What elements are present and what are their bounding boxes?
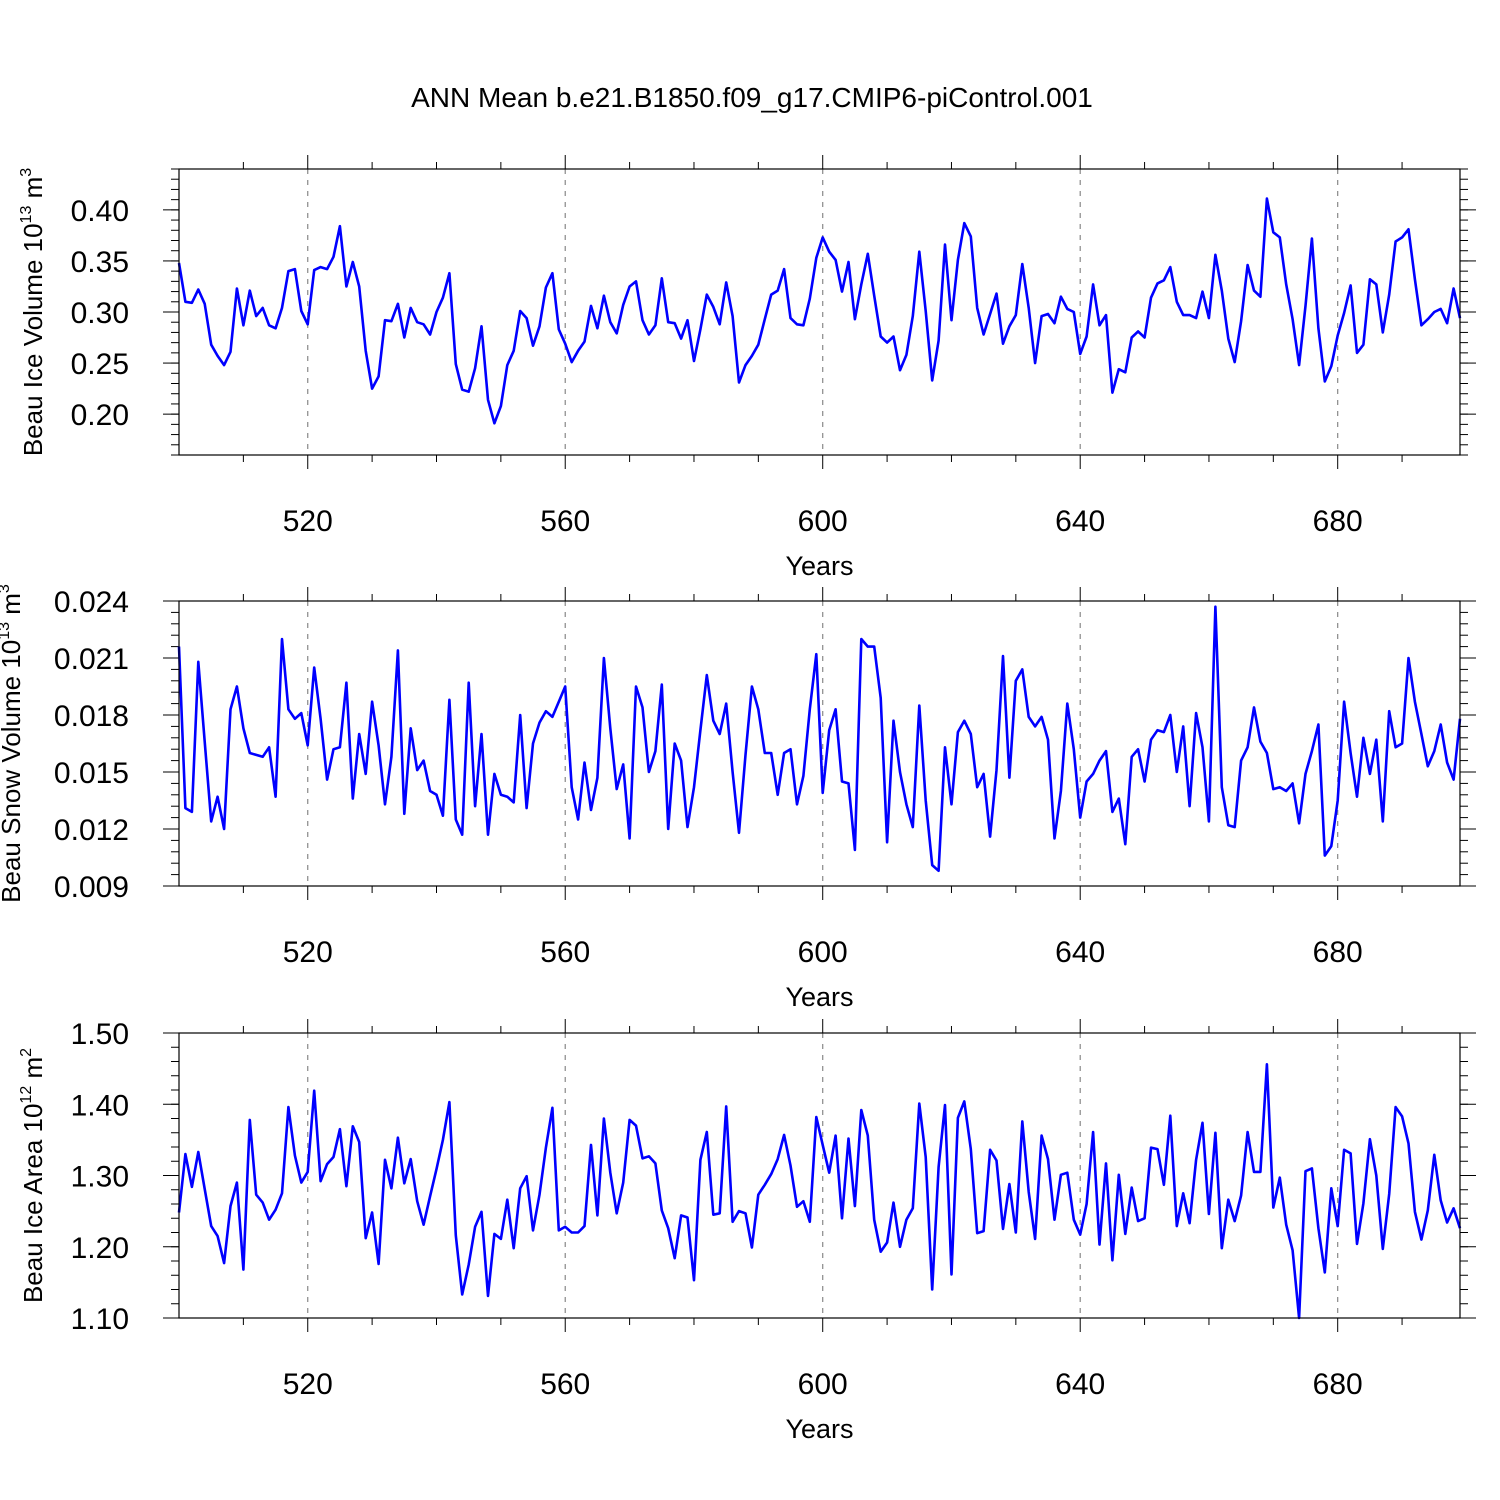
plot-frame — [178, 600, 1461, 887]
x-tick-label: 560 — [540, 1368, 590, 1401]
plot-frame — [178, 1032, 1461, 1319]
y-tick-label: 0.009 — [54, 871, 129, 904]
x-tick-label: 560 — [540, 936, 590, 969]
y-axis-title: Beau Ice Volume 1013 m3 — [18, 168, 48, 456]
y-tick-label: 0.018 — [54, 700, 129, 733]
x-tick-label: 680 — [1313, 505, 1363, 538]
y-axis-title: Beau Ice Area 1012 m2 — [18, 1048, 48, 1303]
plot-frame — [178, 168, 1461, 456]
y-tick-label: 0.021 — [54, 643, 129, 676]
y-tick-label: 1.50 — [71, 1018, 129, 1051]
x-tick-label: 600 — [798, 505, 848, 538]
y-axis-title: Beau Snow Volume 1013 m3 — [0, 584, 26, 903]
beau-ice-volume-series-line — [177, 197, 1462, 425]
panels: 0.20 0.25 0.30 0.35 0.40 520 560 600 640 680 Years… — [0, 155, 1476, 1444]
y-tick-label: 1.40 — [71, 1089, 129, 1122]
y-tick-label: 0.024 — [54, 586, 129, 619]
x-tick-label: 560 — [540, 505, 590, 538]
x-tick-label: 640 — [1055, 505, 1105, 538]
x-tick-label: 600 — [798, 936, 848, 969]
beau-ice-area-panel: 1.10 1.20 1.30 1.40 1.50 520 560 600 640 680 Years… — [18, 1018, 1476, 1444]
beau-ice-volume-panel: 0.20 0.25 0.30 0.35 0.40 520 560 600 640 680 Years… — [18, 155, 1476, 581]
y-tick-label: 1.30 — [71, 1161, 129, 1194]
beau-snow-volume-series-line — [177, 605, 1462, 873]
x-tick-label: 640 — [1055, 936, 1105, 969]
y-tick-label: 0.012 — [54, 814, 129, 847]
x-tick-label: 520 — [283, 505, 333, 538]
y-tick-label: 1.20 — [71, 1232, 129, 1265]
x-tick-label: 520 — [283, 936, 333, 969]
x-axis-title: Years — [785, 982, 853, 1012]
chart-title: ANN Mean b.e21.B1850.f09_g17.CMIP6-piCon… — [411, 82, 1093, 113]
x-axis-title: Years — [785, 1414, 853, 1444]
y-tick-label: 0.015 — [54, 757, 129, 790]
x-tick-label: 680 — [1313, 936, 1363, 969]
y-tick-label: 0.20 — [71, 399, 129, 432]
beau-snow-volume-panel: 0.009 0.012 0.015 0.018 0.021 0.024 520 560 600 6… — [0, 584, 1476, 1012]
x-tick-label: 600 — [798, 1368, 848, 1401]
y-tick-label: 0.30 — [71, 297, 129, 330]
y-tick-label: 0.40 — [71, 195, 129, 228]
y-tick-label: 1.10 — [71, 1303, 129, 1336]
x-tick-label: 520 — [283, 1368, 333, 1401]
y-tick-label: 0.25 — [71, 348, 129, 381]
beau-ice-area-series-line — [177, 1063, 1462, 1320]
x-tick-label: 680 — [1313, 1368, 1363, 1401]
x-tick-label: 640 — [1055, 1368, 1105, 1401]
y-tick-label: 0.35 — [71, 246, 129, 279]
x-axis-title: Years — [785, 551, 853, 581]
